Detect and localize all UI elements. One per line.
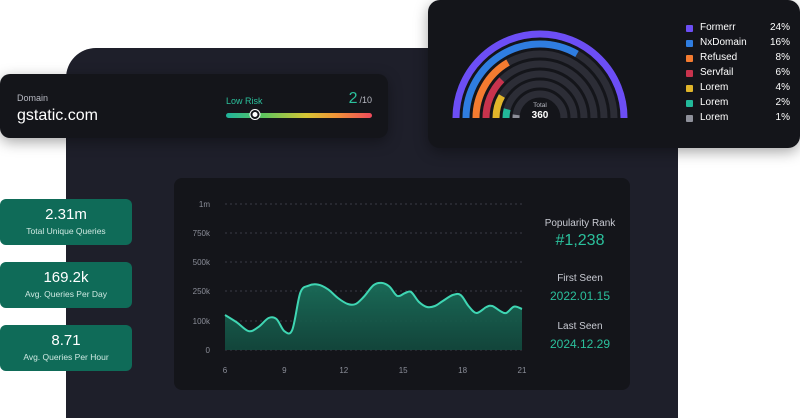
y-tick-label: 100k <box>193 317 211 326</box>
domain-card: Domain gstatic.com Low Risk 2/10 <box>0 74 388 138</box>
donut-track <box>512 90 568 119</box>
y-tick-label: 500k <box>193 258 211 267</box>
donut-segment-formerr <box>452 30 628 119</box>
stat-value: 2.31m <box>45 206 87 223</box>
donut-legend: Formerr 24% NxDomain 16% Refused 8% Servfail 6%… <box>686 22 790 127</box>
legend-pct: 6% <box>775 67 790 78</box>
domain-label: Domain <box>17 93 49 103</box>
legend-name: Formerr <box>700 22 736 33</box>
donut-segment-refused <box>472 59 510 119</box>
last-seen-value: 2024.12.29 <box>549 337 611 351</box>
donut-segment-servfail <box>482 77 505 119</box>
response-codes-donut <box>452 30 628 119</box>
risk-meter-thumb <box>250 110 260 119</box>
stat-avg-queries-per-hour: 8.71 Avg. Queries Per Hour <box>0 325 132 371</box>
donut-total-label: Total <box>533 102 547 109</box>
x-tick-label: 21 <box>518 366 527 375</box>
risk-score-max: /10 <box>359 95 372 105</box>
stat-label: Total Unique Queries <box>26 226 106 236</box>
legend-swatch <box>686 100 693 107</box>
legend-pct: 2% <box>775 97 790 108</box>
legend-swatch <box>686 25 693 32</box>
legend-name: Lorem <box>700 82 729 93</box>
risk-score: 2/10 <box>349 90 372 108</box>
first-seen: First Seen 2022.01.15 <box>538 273 622 303</box>
legend-pct: 1% <box>775 112 790 123</box>
x-tick-label: 15 <box>399 366 408 375</box>
series-line <box>224 281 523 335</box>
last-seen: Last Seen 2024.12.29 <box>538 321 622 351</box>
queries-chart-card: 1m 750k 500k 250k 100k 0 6 9 12 15 18 21 Popularity… <box>174 178 630 390</box>
stat-value: 169.2k <box>43 269 89 286</box>
y-tick-label: 250k <box>193 287 211 296</box>
popularity-rank-label: Popularity Rank <box>544 218 616 229</box>
last-seen-label: Last Seen <box>557 321 603 332</box>
legend-item: Lorem 2% <box>686 97 790 112</box>
y-tick-label: 0 <box>206 346 211 355</box>
legend-swatch <box>686 115 693 122</box>
legend-pct: 4% <box>775 82 790 93</box>
response-codes-card: Total 360 Formerr 24% NxDomain 16% Refused 8%… <box>428 0 800 148</box>
legend-item: Servfail 6% <box>686 67 790 82</box>
y-tick-label: 750k <box>193 229 211 238</box>
legend-pct: 16% <box>769 37 790 48</box>
legend-name: Servfail <box>700 67 734 78</box>
area-fill <box>225 282 522 350</box>
legend-pct: 24% <box>769 22 790 33</box>
x-tick-label: 18 <box>458 366 467 375</box>
legend-name: Refused <box>700 52 738 63</box>
legend-item: Lorem 4% <box>686 82 790 97</box>
legend-pct: 8% <box>775 52 790 63</box>
x-tick-label: 12 <box>339 366 348 375</box>
popularity-rank: Popularity Rank #1,238 <box>538 218 622 250</box>
y-tick-label: 1m <box>199 200 210 209</box>
legend-item: Formerr 24% <box>686 22 790 37</box>
legend-item: Refused 8% <box>686 52 790 67</box>
legend-name: Lorem <box>700 97 729 108</box>
queries-area-chart: 1m 750k 500k 250k 100k 0 6 9 12 15 18 21 <box>193 200 527 375</box>
stat-avg-queries-per-day: 169.2k Avg. Queries Per Day <box>0 262 132 308</box>
stat-label: Avg. Queries Per Day <box>24 289 108 299</box>
legend-swatch <box>686 70 693 77</box>
risk-meter <box>226 110 372 119</box>
legend-swatch <box>686 85 693 92</box>
legend-swatch <box>686 40 693 47</box>
first-seen-value: 2022.01.15 <box>549 289 611 303</box>
legend-item: Lorem 1% <box>686 112 790 127</box>
legend-item: NxDomain 16% <box>686 37 790 52</box>
legend-name: Lorem <box>700 112 729 123</box>
legend-name: NxDomain <box>700 37 747 48</box>
stat-value: 8.71 <box>51 332 81 349</box>
first-seen-label: First Seen <box>557 273 603 284</box>
stat-total-unique-queries: 2.31m Total Unique Queries <box>0 199 132 245</box>
donut-total-value: 360 <box>531 110 549 121</box>
domain-value: gstatic.com <box>17 107 98 124</box>
x-tick-label: 9 <box>282 366 287 375</box>
donut-segment-lorem <box>492 94 505 119</box>
risk-score-value: 2 <box>348 90 358 107</box>
risk-label: Low Risk <box>226 96 263 106</box>
stat-label: Avg. Queries Per Hour <box>23 352 109 362</box>
donut-segment-lorem <box>502 108 511 119</box>
legend-swatch <box>686 55 693 62</box>
popularity-rank-value: #1,238 <box>555 232 605 249</box>
donut-track <box>502 80 578 119</box>
donut-segment-nxdomain <box>462 40 579 119</box>
x-tick-label: 6 <box>223 366 228 375</box>
